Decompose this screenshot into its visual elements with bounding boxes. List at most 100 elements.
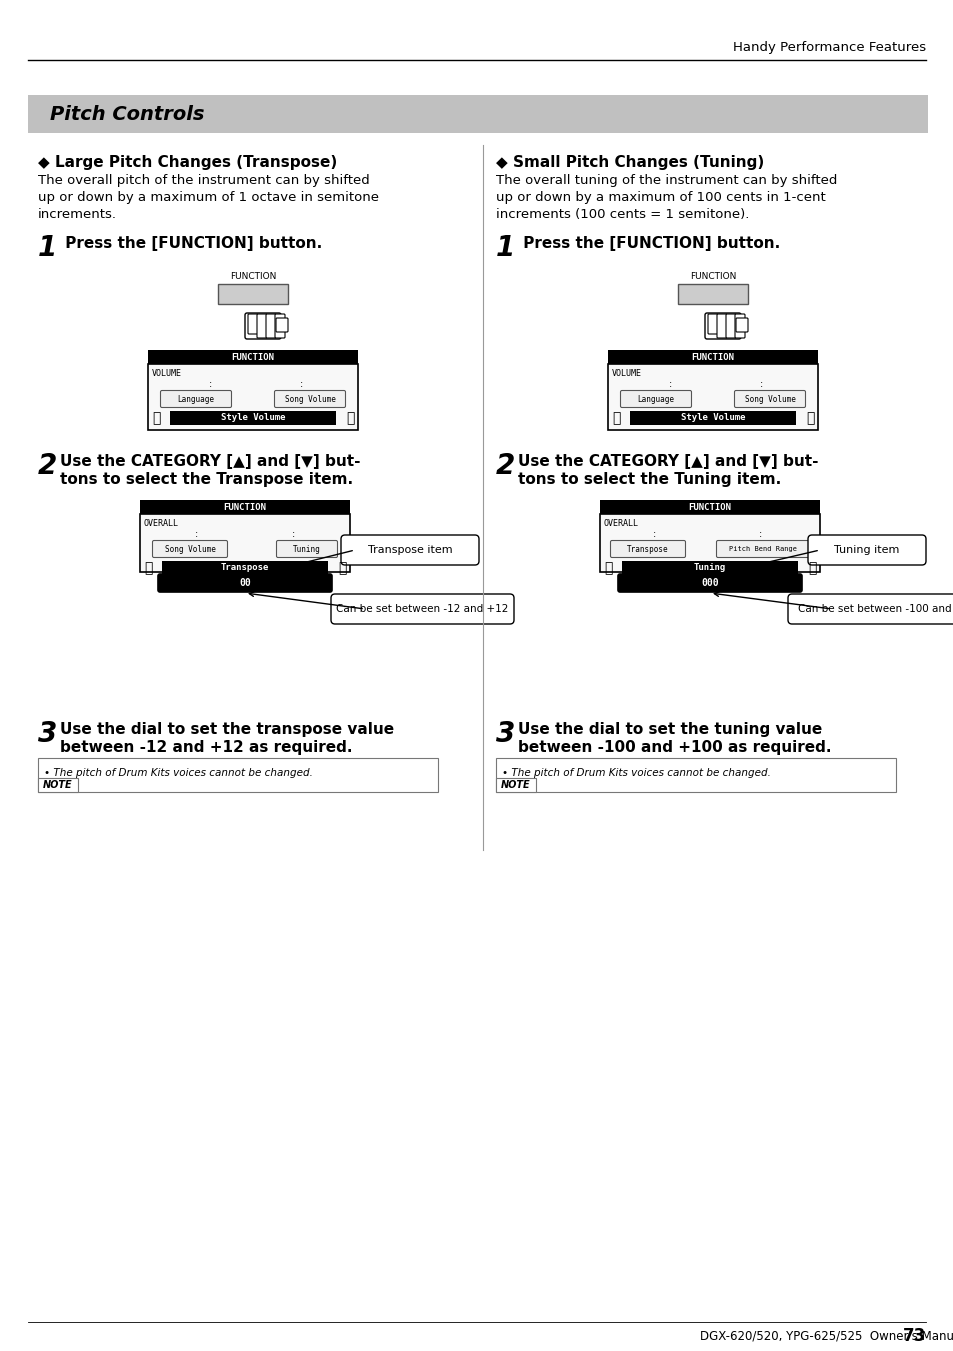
FancyBboxPatch shape xyxy=(331,594,514,624)
Text: Song Volume: Song Volume xyxy=(284,394,335,404)
Text: Song Volume: Song Volume xyxy=(743,394,795,404)
Text: 00: 00 xyxy=(239,578,251,588)
Text: VOLUME: VOLUME xyxy=(612,370,641,378)
Text: Use the CATEGORY [▲] and [▼] but-: Use the CATEGORY [▲] and [▼] but- xyxy=(60,454,360,469)
Text: up or down by a maximum of 1 octave in semitone: up or down by a maximum of 1 octave in s… xyxy=(38,190,378,204)
FancyBboxPatch shape xyxy=(717,313,726,338)
Text: FUNCTION: FUNCTION xyxy=(688,503,731,512)
Text: ⓧ: ⓧ xyxy=(152,411,160,426)
Text: FUNCTION: FUNCTION xyxy=(689,272,736,281)
FancyBboxPatch shape xyxy=(619,390,691,408)
FancyBboxPatch shape xyxy=(140,500,350,513)
Text: Tuning item: Tuning item xyxy=(834,544,899,555)
Text: increments.: increments. xyxy=(38,208,117,222)
FancyBboxPatch shape xyxy=(38,758,437,792)
Text: The overall tuning of the instrument can by shifted: The overall tuning of the instrument can… xyxy=(496,174,837,186)
Text: Press the [FUNCTION] button.: Press the [FUNCTION] button. xyxy=(517,236,780,251)
Text: The overall pitch of the instrument can by shifted: The overall pitch of the instrument can … xyxy=(38,174,370,186)
Text: VOLUME: VOLUME xyxy=(152,370,182,378)
Text: Press the [FUNCTION] button.: Press the [FUNCTION] button. xyxy=(60,236,322,251)
Text: :: : xyxy=(759,530,761,539)
FancyBboxPatch shape xyxy=(28,95,927,132)
FancyBboxPatch shape xyxy=(607,363,817,430)
FancyBboxPatch shape xyxy=(787,594,953,624)
Text: ⓧ: ⓧ xyxy=(345,411,354,426)
Text: FUNCTION: FUNCTION xyxy=(223,503,266,512)
Text: NOTE: NOTE xyxy=(500,780,530,790)
Text: ⓧ: ⓧ xyxy=(144,561,152,576)
FancyBboxPatch shape xyxy=(245,313,281,339)
Text: tons to select the Tuning item.: tons to select the Tuning item. xyxy=(517,471,781,486)
FancyBboxPatch shape xyxy=(274,390,345,408)
FancyBboxPatch shape xyxy=(148,350,357,363)
Text: OVERALL: OVERALL xyxy=(144,520,179,528)
Text: ◆ Small Pitch Changes (Tuning): ◆ Small Pitch Changes (Tuning) xyxy=(496,155,763,170)
Text: :: : xyxy=(653,530,656,539)
Text: Use the CATEGORY [▲] and [▼] but-: Use the CATEGORY [▲] and [▼] but- xyxy=(517,454,818,469)
FancyBboxPatch shape xyxy=(496,758,895,792)
FancyBboxPatch shape xyxy=(152,540,227,558)
FancyBboxPatch shape xyxy=(275,317,288,332)
FancyBboxPatch shape xyxy=(38,778,78,792)
Text: DGX-620/520, YPG-625/525  Owner's Manual: DGX-620/520, YPG-625/525 Owner's Manual xyxy=(700,1329,953,1343)
Text: ⓧ: ⓧ xyxy=(805,411,813,426)
FancyBboxPatch shape xyxy=(599,500,820,513)
Text: 73: 73 xyxy=(902,1327,925,1346)
Text: 3: 3 xyxy=(496,720,515,748)
FancyBboxPatch shape xyxy=(734,390,804,408)
Text: Pitch Controls: Pitch Controls xyxy=(50,105,204,124)
FancyBboxPatch shape xyxy=(266,313,275,338)
Text: Style Volume: Style Volume xyxy=(680,413,744,423)
Text: 1: 1 xyxy=(38,234,57,262)
Text: ⓧ: ⓧ xyxy=(611,411,619,426)
FancyBboxPatch shape xyxy=(276,540,337,558)
FancyBboxPatch shape xyxy=(734,313,744,338)
Text: Can be set between -12 and +12: Can be set between -12 and +12 xyxy=(336,604,508,613)
FancyBboxPatch shape xyxy=(607,350,817,363)
FancyBboxPatch shape xyxy=(725,313,735,338)
Text: increments (100 cents = 1 semitone).: increments (100 cents = 1 semitone). xyxy=(496,208,749,222)
Text: NOTE: NOTE xyxy=(43,780,72,790)
FancyBboxPatch shape xyxy=(218,284,288,304)
Text: Language: Language xyxy=(637,394,674,404)
Text: Language: Language xyxy=(177,394,214,404)
FancyBboxPatch shape xyxy=(735,317,747,332)
Text: Song Volume: Song Volume xyxy=(164,544,215,554)
Text: tons to select the Transpose item.: tons to select the Transpose item. xyxy=(60,471,353,486)
FancyBboxPatch shape xyxy=(162,561,328,576)
FancyBboxPatch shape xyxy=(716,540,809,558)
FancyBboxPatch shape xyxy=(340,535,478,565)
Text: ⓧ: ⓧ xyxy=(807,561,816,576)
Text: Use the dial to set the transpose value: Use the dial to set the transpose value xyxy=(60,721,394,738)
FancyBboxPatch shape xyxy=(256,313,267,338)
Text: :: : xyxy=(292,530,294,539)
FancyBboxPatch shape xyxy=(248,313,257,334)
FancyBboxPatch shape xyxy=(629,411,795,426)
FancyBboxPatch shape xyxy=(496,778,536,792)
Text: :: : xyxy=(209,380,213,389)
Text: Transpose item: Transpose item xyxy=(367,544,452,555)
FancyBboxPatch shape xyxy=(618,574,801,592)
Text: OVERALL: OVERALL xyxy=(603,520,639,528)
Text: :: : xyxy=(759,380,762,389)
Text: 1: 1 xyxy=(496,234,515,262)
FancyBboxPatch shape xyxy=(160,390,232,408)
FancyBboxPatch shape xyxy=(610,540,685,558)
Text: :: : xyxy=(669,380,672,389)
Text: between -100 and +100 as required.: between -100 and +100 as required. xyxy=(517,740,831,755)
Text: Transpose: Transpose xyxy=(626,544,668,554)
Text: 3: 3 xyxy=(38,720,57,748)
Text: FUNCTION: FUNCTION xyxy=(230,272,276,281)
Text: :: : xyxy=(194,530,198,539)
Text: up or down by a maximum of 100 cents in 1-cent: up or down by a maximum of 100 cents in … xyxy=(496,190,825,204)
Text: • The pitch of Drum Kits voices cannot be changed.: • The pitch of Drum Kits voices cannot b… xyxy=(501,767,770,778)
FancyBboxPatch shape xyxy=(807,535,925,565)
Text: ⓧ: ⓧ xyxy=(603,561,612,576)
Text: between -12 and +12 as required.: between -12 and +12 as required. xyxy=(60,740,352,755)
Text: 2: 2 xyxy=(496,453,515,480)
Text: FUNCTION: FUNCTION xyxy=(232,353,274,362)
Text: ◆ Large Pitch Changes (Transpose): ◆ Large Pitch Changes (Transpose) xyxy=(38,155,337,170)
FancyBboxPatch shape xyxy=(678,284,747,304)
Text: Transpose: Transpose xyxy=(220,563,269,573)
Text: Can be set between -100 and +100: Can be set between -100 and +100 xyxy=(798,604,953,613)
